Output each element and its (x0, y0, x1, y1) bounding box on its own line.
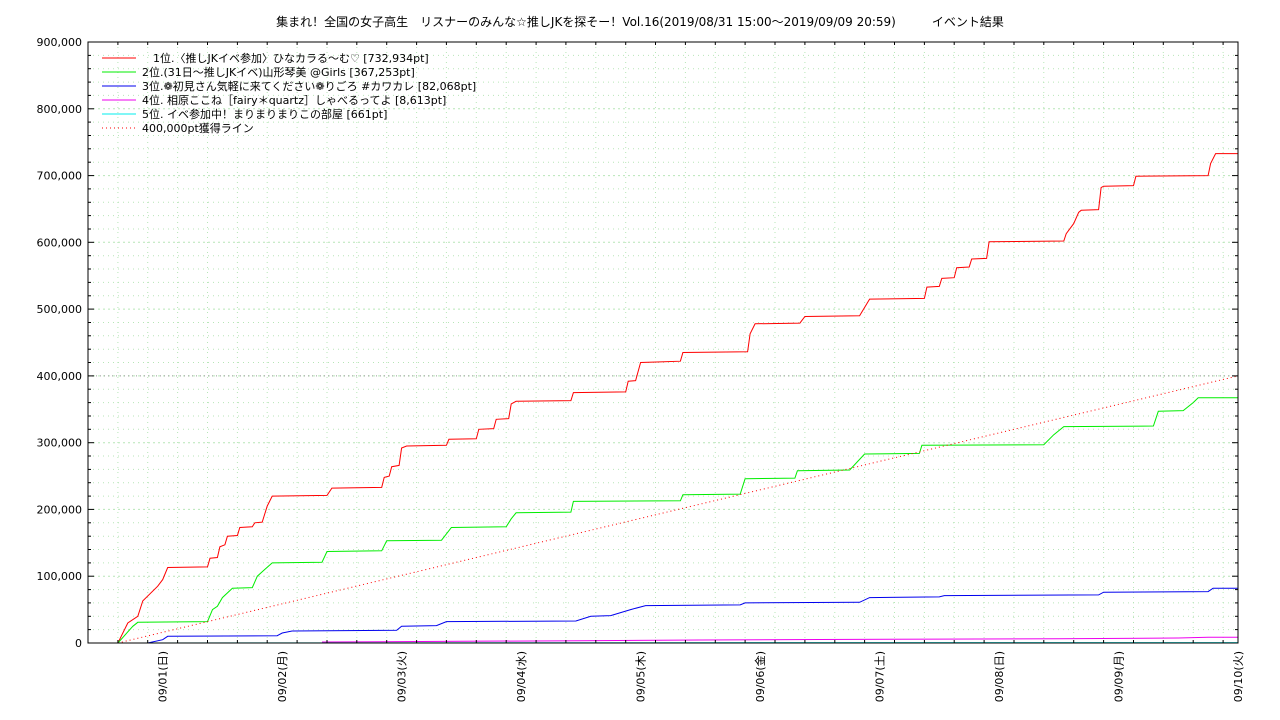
x-tick-label: 09/03(火) (396, 651, 409, 702)
y-tick-label: 600,000 (37, 236, 83, 249)
y-tick-label: 500,000 (37, 303, 83, 316)
legend-label: 2位.(31日～推しJKイベ)山形琴美 @Girls [367,253pt] (142, 65, 415, 79)
series-line-3 (147, 587, 1238, 644)
series-line-4 (321, 636, 1238, 643)
y-tick-label: 300,000 (37, 437, 83, 450)
x-tick-label: 09/08(日) (993, 651, 1006, 702)
chart-title: 集まれ！全国の女子高生 リスナーのみんな☆推しJKを探そー！Vol.16(201… (276, 15, 1004, 29)
x-tick-label: 09/02(月) (276, 651, 289, 702)
x-tick-label: 09/07(土) (874, 651, 887, 702)
y-tick-label: 400,000 (37, 370, 83, 383)
legend-label: 4位. 相原ここね［fairy＊quartz］しゃべるってよ [8,613pt] (142, 93, 446, 107)
x-tick-label: 09/06(金) (753, 651, 767, 702)
y-tick-label: 200,000 (37, 503, 83, 516)
x-tick-label: 09/10(火) (1232, 651, 1245, 702)
x-axis-labels: 09/01(日) 09/02(月) 09/03(火) 09/04(水) 09/05(木)… (157, 651, 1245, 702)
x-tick-label: 09/01(日) (157, 651, 170, 702)
legend: 1位.〈推しJKイベ参加〉ひなカラる～む♡ [732,934pt]2位.(31日… (102, 51, 476, 135)
legend-label: 1位.〈推しJKイベ参加〉ひなカラる～む♡ [732,934pt] (142, 51, 429, 65)
y-tick-label: 800,000 (37, 103, 83, 116)
plot-frame (87, 41, 1239, 644)
legend-label: 5位. イベ参加中！まりまりまりこの部屋 [661pt] (142, 107, 387, 121)
x-tick-label: 09/05(木) (635, 651, 648, 702)
series-layer (117, 153, 1239, 644)
series-line-1 (117, 153, 1238, 644)
series-line-2 (117, 397, 1238, 644)
legend-label: 3位.❁初見さん気軽に来てください❁りごろ #カワカレ [82,068pt] (142, 79, 476, 93)
y-tick-label: 700,000 (37, 170, 83, 183)
y-tick-label: 100,000 (37, 570, 83, 583)
y-tick-label: 0 (75, 637, 82, 650)
x-tick-label: 09/04(水) (515, 651, 528, 702)
x-tick-label: 09/09(月) (1113, 651, 1126, 702)
y-tick-label: 900,000 (37, 36, 83, 49)
y-axis-labels: 0 100,000 200,000 300,000 400,000 500,000 600,… (37, 36, 83, 650)
axis-ticks (87, 41, 1238, 644)
legend-label: 400,000pt獲得ライン (142, 122, 254, 135)
grid-lines (88, 42, 1238, 643)
